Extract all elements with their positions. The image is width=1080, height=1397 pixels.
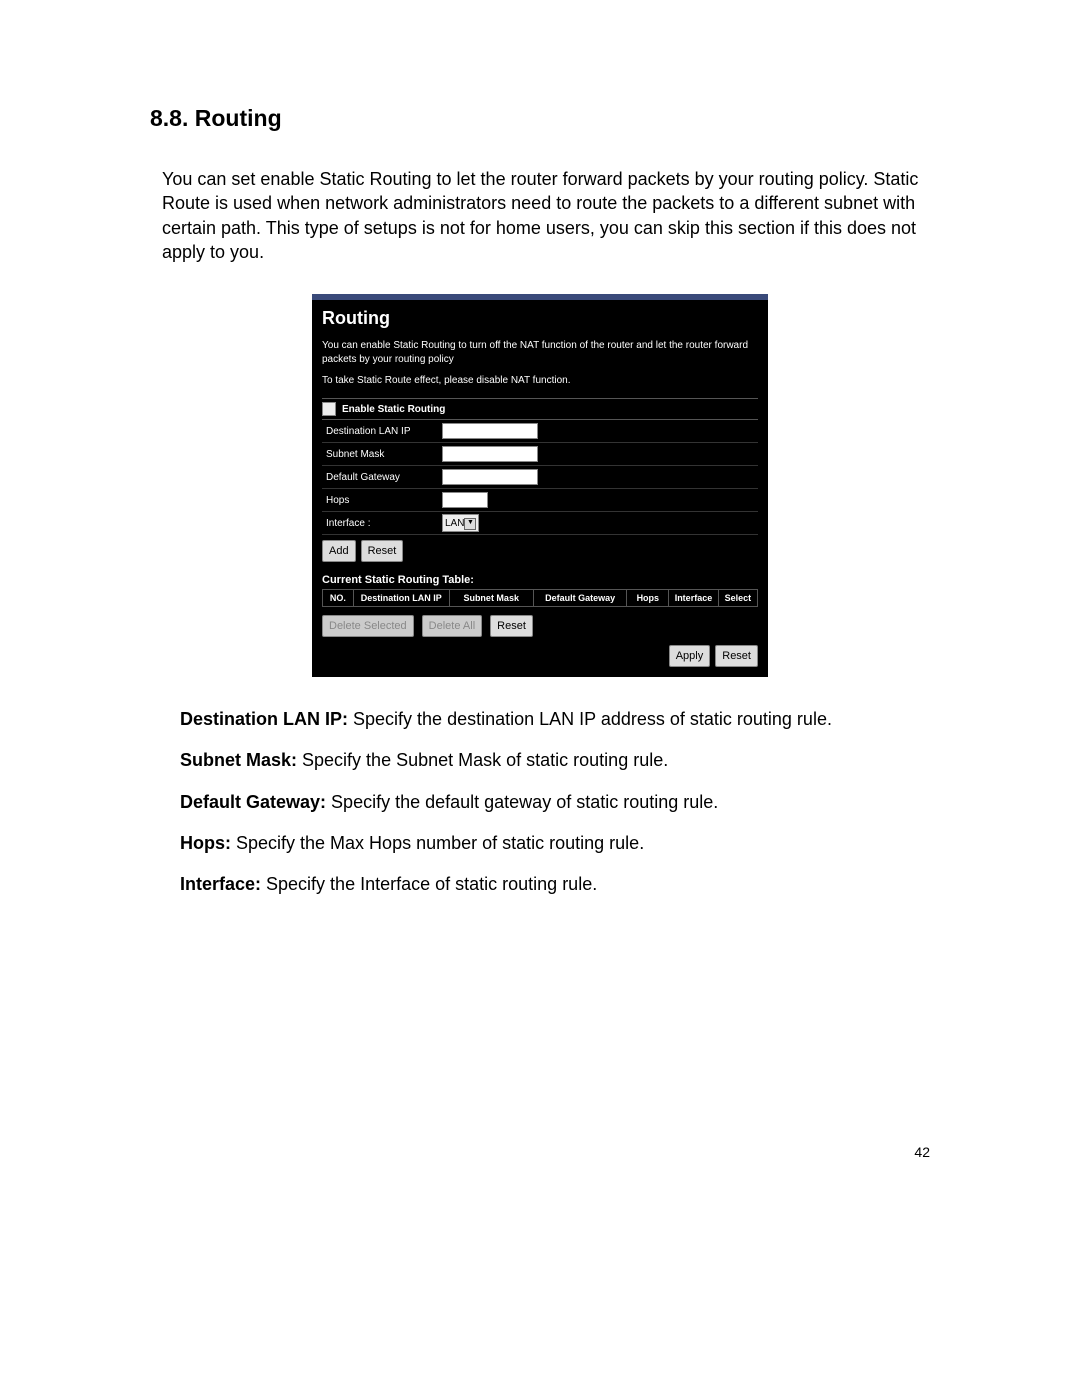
enable-static-routing-label: Enable Static Routing <box>342 404 445 415</box>
desc-term: Destination LAN IP: <box>180 709 348 729</box>
document-page: 8.8. Routing You can set enable Static R… <box>0 0 1080 1200</box>
apply-reset-row: Apply Reset <box>322 645 758 667</box>
default-gateway-label: Default Gateway <box>322 469 438 486</box>
add-reset-row: Add Reset <box>322 540 758 562</box>
col-no: NO. <box>323 590 354 607</box>
desc-dest-lan-ip: Destination LAN IP: Specify the destinat… <box>180 707 930 732</box>
subnet-mask-input[interactable] <box>442 446 538 462</box>
dest-lan-ip-input[interactable] <box>442 423 538 439</box>
routing-table-header-row: NO. Destination LAN IP Subnet Mask Defau… <box>323 590 758 607</box>
col-gateway: Default Gateway <box>533 590 627 607</box>
desc-term: Hops: <box>180 833 231 853</box>
desc-text: Specify the destination LAN IP address o… <box>348 709 832 729</box>
hops-input[interactable] <box>442 492 488 508</box>
desc-hops: Hops: Specify the Max Hops number of sta… <box>180 831 930 856</box>
apply-button[interactable]: Apply <box>669 645 711 667</box>
col-select: Select <box>718 590 757 607</box>
subnet-mask-row: Subnet Mask <box>322 443 758 466</box>
routing-table-title: Current Static Routing Table: <box>322 574 758 586</box>
reset-button-1[interactable]: Reset <box>361 540 404 562</box>
desc-term: Interface: <box>180 874 261 894</box>
col-subnet: Subnet Mask <box>449 590 533 607</box>
interface-label: Interface : <box>322 515 438 532</box>
default-gateway-row: Default Gateway <box>322 466 758 489</box>
section-title: Routing <box>195 105 282 131</box>
reset-button-2[interactable]: Reset <box>490 615 533 637</box>
delete-all-button[interactable]: Delete All <box>422 615 482 637</box>
interface-row: Interface : LAN ▼ <box>322 512 758 535</box>
desc-default-gateway: Default Gateway: Specify the default gat… <box>180 790 930 815</box>
enable-static-routing-checkbox[interactable] <box>322 402 336 416</box>
routing-table: NO. Destination LAN IP Subnet Mask Defau… <box>322 589 758 607</box>
subnet-mask-label: Subnet Mask <box>322 446 438 463</box>
hops-row: Hops <box>322 489 758 512</box>
col-dest: Destination LAN IP <box>353 590 449 607</box>
desc-term: Default Gateway: <box>180 792 326 812</box>
panel-description: You can enable Static Routing to turn of… <box>322 339 758 367</box>
panel-sub-description: To take Static Route effect, please disa… <box>322 375 758 386</box>
col-interface: Interface <box>669 590 718 607</box>
router-panel: Routing You can enable Static Routing to… <box>312 294 768 677</box>
hops-label: Hops <box>322 492 438 509</box>
desc-term: Subnet Mask: <box>180 750 297 770</box>
page-number: 42 <box>914 1144 930 1160</box>
desc-interface: Interface: Specify the Interface of stat… <box>180 872 930 897</box>
desc-text: Specify the Max Hops number of static ro… <box>231 833 644 853</box>
section-number: 8.8. <box>150 105 188 131</box>
enable-static-routing-row: Enable Static Routing <box>322 398 758 420</box>
delete-selected-button[interactable]: Delete Selected <box>322 615 414 637</box>
desc-text: Specify the Interface of static routing … <box>261 874 597 894</box>
chevron-down-icon: ▼ <box>464 518 476 530</box>
dest-lan-ip-row: Destination LAN IP <box>322 420 758 443</box>
dest-lan-ip-label: Destination LAN IP <box>322 423 438 440</box>
interface-select-value: LAN <box>445 518 464 529</box>
desc-text: Specify the Subnet Mask of static routin… <box>297 750 668 770</box>
interface-select[interactable]: LAN ▼ <box>442 514 479 532</box>
default-gateway-input[interactable] <box>442 469 538 485</box>
col-hops: Hops <box>627 590 669 607</box>
panel-title: Routing <box>322 308 758 329</box>
reset-button-3[interactable]: Reset <box>715 645 758 667</box>
desc-subnet-mask: Subnet Mask: Specify the Subnet Mask of … <box>180 748 930 773</box>
add-button[interactable]: Add <box>322 540 356 562</box>
desc-text: Specify the default gateway of static ro… <box>326 792 718 812</box>
table-action-row: Delete Selected Delete All Reset <box>322 615 758 637</box>
section-heading: 8.8. Routing <box>150 105 930 132</box>
intro-paragraph: You can set enable Static Routing to let… <box>162 167 930 264</box>
